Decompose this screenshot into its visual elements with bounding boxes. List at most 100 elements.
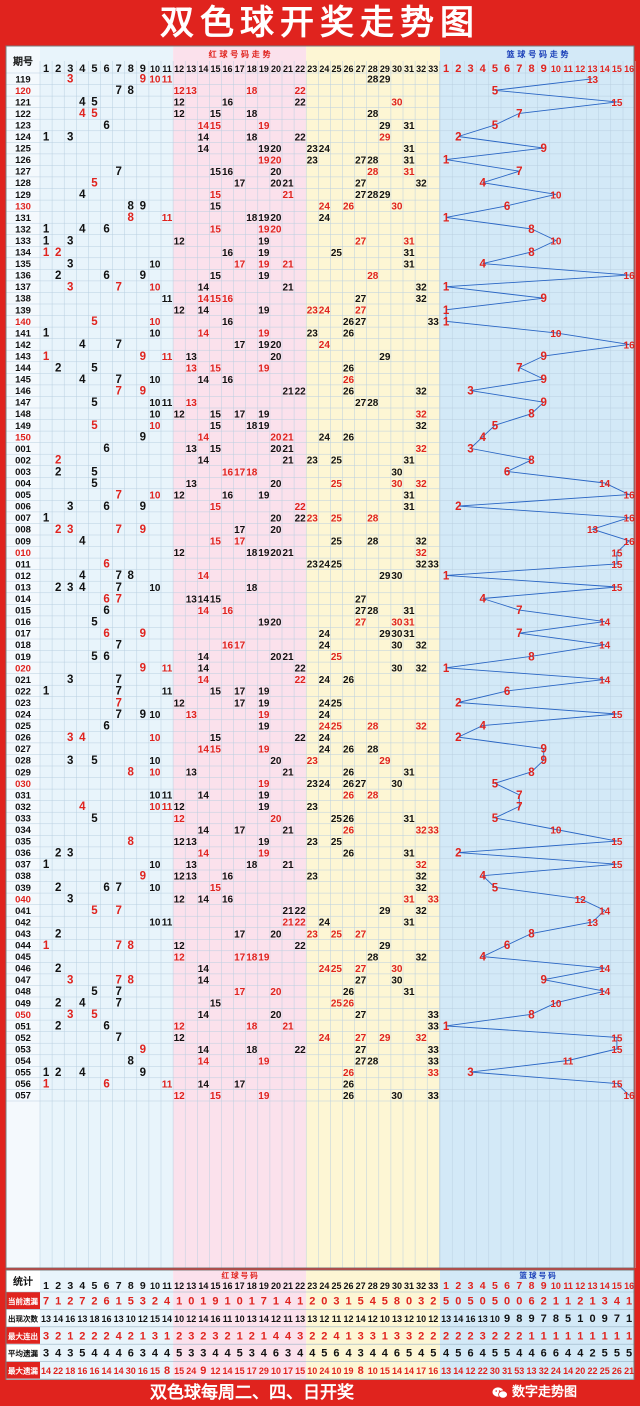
stats-blue-value: 1 xyxy=(528,1330,534,1342)
stats-blue-value: 4 xyxy=(565,1348,572,1360)
red-ball: 24 xyxy=(319,144,331,155)
stats-blue-column: 11 xyxy=(563,1281,573,1291)
period-label: 121 xyxy=(15,97,32,108)
red-ball: 10 xyxy=(149,375,161,386)
red-ball: 26 xyxy=(343,433,355,444)
blue-ball: 14 xyxy=(599,964,611,975)
stats-red-value: 1 xyxy=(249,1296,255,1308)
blue-ball: 5 xyxy=(492,813,499,825)
blue-ball: 8 xyxy=(528,455,535,467)
red-ball: 27 xyxy=(355,594,367,605)
red-column-label: 23 xyxy=(307,64,317,74)
blue-ball: 4 xyxy=(479,952,486,964)
red-ball: 7 xyxy=(115,385,121,397)
red-column-label: 1 xyxy=(43,63,49,75)
stats-blue-value: 1 xyxy=(565,1296,571,1308)
red-ball: 18 xyxy=(246,213,258,224)
red-ball: 7 xyxy=(115,593,121,605)
red-ball: 18 xyxy=(246,583,258,594)
blue-ball: 8 xyxy=(528,409,535,421)
stats-blue-column: 2 xyxy=(455,1280,461,1292)
stats-row-label: 最大连出 xyxy=(8,1331,38,1341)
stats-red-value: 2 xyxy=(200,1330,206,1342)
red-ball: 27 xyxy=(355,190,367,201)
red-ball: 16 xyxy=(222,606,234,617)
stats-red-value: 2 xyxy=(430,1330,436,1342)
stats-red-value: 14 xyxy=(162,1314,172,1324)
red-ball: 22 xyxy=(295,502,307,513)
stats-red-value: 22 xyxy=(53,1366,63,1376)
period-label: 128 xyxy=(15,178,31,189)
red-column-label: 26 xyxy=(344,64,354,74)
period-label: 142 xyxy=(15,340,31,351)
stats-blue-value: 31 xyxy=(502,1366,512,1376)
red-ball: 26 xyxy=(343,987,355,998)
red-ball: 29 xyxy=(379,571,391,582)
red-ball: 31 xyxy=(403,502,415,513)
red-ball: 30 xyxy=(391,617,403,628)
red-ball: 19 xyxy=(258,617,270,628)
stats-red-value: 12 xyxy=(368,1314,378,1324)
red-ball: 30 xyxy=(391,1091,403,1102)
red-ball: 2 xyxy=(55,455,61,467)
period-label: 048 xyxy=(15,987,31,998)
red-ball: 19 xyxy=(258,340,270,351)
red-ball: 20 xyxy=(270,1010,282,1021)
stats-red-column: 7 xyxy=(116,1280,122,1292)
stats-red-value: 4 xyxy=(273,1330,280,1342)
stats-red-value: 24 xyxy=(319,1366,329,1376)
blue-ball: 14 xyxy=(599,987,611,998)
blue-column-label: 16 xyxy=(624,64,634,74)
stats-red-value: 5 xyxy=(358,1296,364,1308)
stats-red-value: 1 xyxy=(237,1330,243,1342)
red-ball: 33 xyxy=(428,1056,440,1067)
period-label: 140 xyxy=(15,317,31,328)
red-ball: 6 xyxy=(103,443,109,455)
red-ball: 27 xyxy=(355,398,367,409)
red-ball: 12 xyxy=(174,941,186,952)
red-ball: 15 xyxy=(210,202,222,213)
red-ball: 7 xyxy=(115,570,121,582)
stats-red-column: 15 xyxy=(210,1281,220,1291)
stats-red-value: 4 xyxy=(116,1330,123,1342)
red-ball: 10 xyxy=(149,398,161,409)
red-column-label: 2 xyxy=(55,63,61,75)
period-label: 131 xyxy=(15,213,32,224)
red-ball: 28 xyxy=(367,398,379,409)
red-ball: 9 xyxy=(140,628,146,640)
red-ball: 2 xyxy=(55,362,61,374)
red-ball: 30 xyxy=(391,664,403,675)
stats-red-value: 10 xyxy=(174,1314,184,1324)
red-ball: 11 xyxy=(162,918,173,929)
stats-red-value: 2 xyxy=(79,1330,85,1342)
red-ball: 21 xyxy=(282,1022,294,1033)
stats-red-value: 15 xyxy=(150,1366,160,1376)
stats-red-value: 1 xyxy=(200,1296,206,1308)
stats-blue-value: 22 xyxy=(478,1366,488,1376)
red-ball: 14 xyxy=(198,1010,210,1021)
red-ball: 23 xyxy=(307,929,319,940)
red-ball: 23 xyxy=(307,144,319,155)
red-ball: 23 xyxy=(307,779,319,790)
red-ball: 2 xyxy=(55,466,61,478)
red-ball: 28 xyxy=(367,513,379,524)
stats-red-value: 0 xyxy=(188,1296,194,1308)
stats-row-label-bg xyxy=(6,1292,40,1309)
blue-ball: 5 xyxy=(492,778,499,790)
stats-red-value: 2 xyxy=(128,1330,134,1342)
stats-blue-value: 53 xyxy=(514,1366,524,1376)
stats-red-value: 3 xyxy=(249,1348,255,1360)
red-ball: 1 xyxy=(43,859,50,871)
red-ball: 15 xyxy=(210,363,222,374)
period-label: 029 xyxy=(15,767,31,778)
stats-red-column: 26 xyxy=(344,1281,354,1291)
stats-red-value: 16 xyxy=(89,1366,99,1376)
blue-ball: 1 xyxy=(443,663,450,675)
red-ball: 10 xyxy=(149,756,161,767)
stats-red-value: 14 xyxy=(41,1366,51,1376)
stats-blue-value: 5 xyxy=(455,1348,461,1360)
red-ball: 10 xyxy=(149,421,161,432)
period-label: 031 xyxy=(15,790,32,801)
stats-red-value: 6 xyxy=(103,1296,109,1308)
red-ball: 24 xyxy=(319,340,331,351)
